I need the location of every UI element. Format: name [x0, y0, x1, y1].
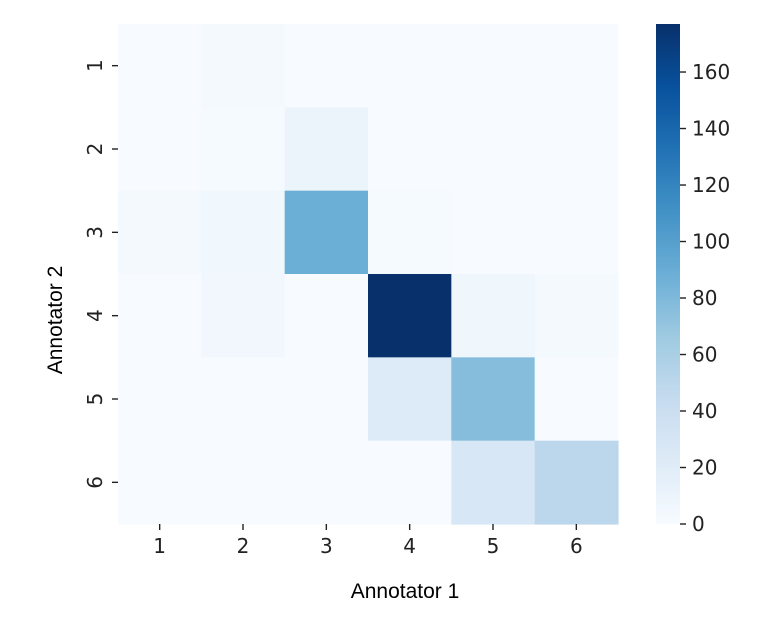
y-axis-label: Annotator 2	[44, 266, 67, 375]
colorbar-tick-label: 160	[692, 60, 730, 84]
heatmap-cell-6-6	[534, 440, 619, 525]
x-tick-label: 4	[403, 534, 416, 558]
x-tick-label: 1	[153, 534, 166, 558]
heatmap-cell-1-2	[201, 24, 286, 108]
heatmap-cell-5-2	[201, 357, 286, 442]
colorbar-tick-label: 120	[692, 173, 730, 197]
x-axis-label: Annotator 1	[351, 580, 460, 603]
heatmap-cells	[118, 24, 619, 525]
heatmap-cell-4-2	[201, 274, 286, 358]
heatmap-cell-1-3	[284, 24, 369, 108]
heatmap-cell-6-4	[368, 440, 452, 525]
heatmap-cell-1-1	[118, 24, 202, 108]
heatmap-cell-5-1	[118, 357, 202, 442]
y-tick-label: 5	[83, 393, 107, 406]
heatmap-cell-6-5	[451, 440, 536, 525]
colorbar-tick-label: 80	[692, 286, 717, 310]
heatmap-cell-5-6	[534, 357, 619, 442]
x-tick-label: 6	[570, 534, 583, 558]
heatmap-cell-1-6	[534, 24, 619, 108]
x-tick-label: 2	[237, 534, 250, 558]
heatmap-cell-6-3	[284, 440, 369, 525]
heatmap-cell-5-3	[284, 357, 369, 442]
heatmap-cell-4-1	[118, 274, 202, 358]
colorbar-tick-label: 20	[692, 456, 717, 480]
y-tick-label: 2	[83, 143, 107, 156]
y-tick-label: 6	[83, 476, 107, 489]
heatmap-cell-5-5	[451, 357, 536, 442]
heatmap-cell-4-5	[451, 274, 536, 358]
colorbar	[656, 24, 680, 524]
colorbar-ticks: 0 20 40 60 80 100 120 140 160	[680, 60, 730, 536]
heatmap-cell-3-1	[118, 190, 202, 275]
heatmap-cell-2-5	[451, 107, 536, 192]
y-tick-label: 4	[83, 309, 107, 322]
heatmap-cell-6-2	[201, 440, 286, 525]
y-tick-label: 3	[83, 226, 107, 239]
heatmap-cell-3-5	[451, 190, 536, 275]
heatmap-cell-4-4	[368, 274, 452, 358]
heatmap-cell-2-4	[368, 107, 452, 192]
heatmap-cell-2-3	[284, 107, 369, 192]
heatmap-cell-2-1	[118, 107, 202, 192]
y-axis-ticks: 1 2 3 4 5 6	[83, 59, 118, 489]
x-tick-label: 3	[320, 534, 333, 558]
heatmap-cell-1-4	[368, 24, 452, 108]
y-tick-label: 1	[83, 59, 107, 72]
heatmap-cell-3-2	[201, 190, 286, 275]
heatmap-cell-3-4	[368, 190, 452, 275]
heatmap-cell-4-6	[534, 274, 619, 358]
heatmap-cell-3-6	[534, 190, 619, 275]
x-axis-ticks: 1 2 3 4 5 6	[153, 524, 583, 558]
heatmap-cell-2-2	[201, 107, 286, 192]
heatmap-cell-3-3	[284, 190, 369, 275]
heatmap-cell-4-3	[284, 274, 369, 358]
x-tick-label: 5	[487, 534, 500, 558]
colorbar-tick-label: 40	[692, 399, 717, 423]
heatmap-cell-1-5	[451, 24, 536, 108]
colorbar-tick-label: 0	[692, 512, 705, 536]
heatmap-cell-5-4	[368, 357, 452, 442]
heatmap-cell-2-6	[534, 107, 619, 192]
heatmap-cell-6-1	[118, 440, 202, 525]
colorbar-tick-label: 60	[692, 343, 717, 367]
colorbar-tick-label: 100	[692, 230, 730, 254]
colorbar-tick-label: 140	[692, 117, 730, 141]
